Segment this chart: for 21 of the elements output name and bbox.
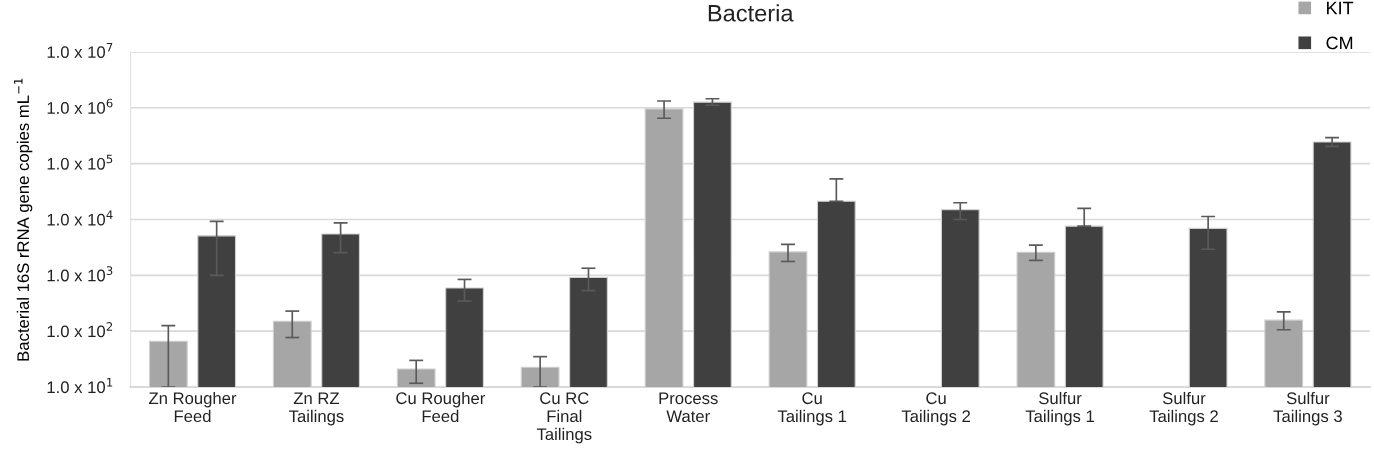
y-tick-label: 1.0 x 10$^{1}$ [47,378,113,394]
y-axis-title: Bacterial 16S rRNA gene copies mL$^{−1}$ [13,78,33,361]
x-tick-label: Sulfur Tailings 1 [1025,391,1094,426]
y-tick-label: 1.0 x 10$^{3}$ [47,266,113,282]
x-tick-label: Sulfur Tailings 2 [1149,391,1218,426]
y-tick-label: 1.0 x 10$^{7}$ [47,42,113,59]
x-tick-label: Cu RC Final Tailings [536,392,592,444]
legend-label: KIT [1327,1,1354,15]
x-tick-label: Cu Tailings 1 [777,392,847,426]
x-tick-label: Cu Rougher Feed [396,391,486,423]
x-tick-label: Sulfur Tailings 3 [1273,391,1342,426]
x-tick-label: Cu Tailings 2 [901,392,971,426]
y-tick-label: 1.0 x 10$^{5}$ [47,154,113,170]
x-tick-label: Zn RZ Tailings [289,392,344,426]
x-tick-label: Process Water [659,392,718,423]
chart-title: Bacteria [708,4,794,22]
legend-label: CM [1326,36,1353,50]
x-tick-label: Zn Rougher Feed [149,391,237,423]
y-tick-label: 1.0 x 10$^{2}$ [47,322,113,338]
y-tick-label: 1.0 x 10$^{6}$ [47,98,113,114]
y-tick-label: 1.0 x 10$^{4}$ [47,210,113,226]
